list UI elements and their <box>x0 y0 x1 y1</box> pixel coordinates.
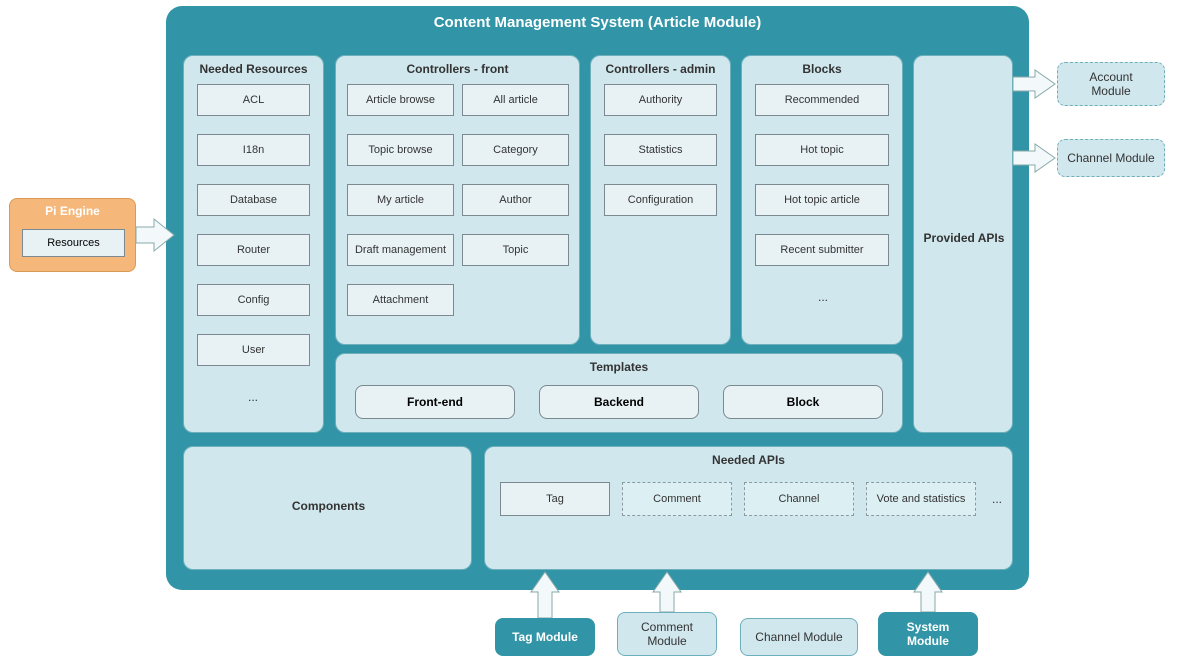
ctrl-admin-item: Authority <box>604 84 717 116</box>
ctrl-front-item: Topic browse <box>347 134 454 166</box>
right-module: Account Module <box>1057 62 1165 106</box>
ctrl-front-item: Article browse <box>347 84 454 116</box>
main-title: Content Management System (Article Modul… <box>166 6 1029 35</box>
bottom-module: System Module <box>878 612 978 656</box>
blocks-item: Recommended <box>755 84 889 116</box>
needed-api-item: Tag <box>500 482 610 516</box>
arrow-tag-up <box>529 570 561 618</box>
ctrl-front-item: Attachment <box>347 284 454 316</box>
arrow-pi-to-main <box>136 217 176 253</box>
needed-resource-item: Database <box>197 184 310 216</box>
needed-resources-title: Needed Resources <box>184 56 323 78</box>
template-item: Front-end <box>355 385 515 419</box>
bottom-module: Tag Module <box>495 618 595 656</box>
needed-resources-ellipsis: ... <box>248 390 268 406</box>
templates-title: Templates <box>336 354 902 376</box>
ctrl-front-item: Category <box>462 134 569 166</box>
arrow-system-up <box>912 570 944 612</box>
ctrl-front-item: My article <box>347 184 454 216</box>
provided-apis-title: Provided APIs <box>914 231 1014 245</box>
blocks-ellipsis: ... <box>818 290 838 306</box>
pi-engine-title: Pi Engine <box>10 199 135 220</box>
pi-engine-box: Pi Engine Resources <box>9 198 136 272</box>
bottom-module: Comment Module <box>617 612 717 656</box>
ctrl-front-item: Topic <box>462 234 569 266</box>
needed-api-item: Comment <box>622 482 732 516</box>
needed-resource-item: Router <box>197 234 310 266</box>
template-item: Block <box>723 385 883 419</box>
ctrl-front-item: All article <box>462 84 569 116</box>
needed-api-item: Channel <box>744 482 854 516</box>
blocks-item: Hot topic <box>755 134 889 166</box>
ctrl-admin-item: Statistics <box>604 134 717 166</box>
blocks-item: Hot topic article <box>755 184 889 216</box>
components-title: Components <box>184 499 473 513</box>
controllers-admin-title: Controllers - admin <box>591 56 730 78</box>
controllers-front-title: Controllers - front <box>336 56 579 78</box>
provided-apis-panel: Provided APIs <box>913 55 1013 433</box>
needed-resource-item: User <box>197 334 310 366</box>
arrow-to-account <box>1013 68 1057 100</box>
ctrl-front-item: Draft management <box>347 234 454 266</box>
right-module: Channel Module <box>1057 139 1165 177</box>
arrow-comment-up <box>651 570 683 612</box>
bottom-module: Channel Module <box>740 618 858 656</box>
pi-resources-item: Resources <box>22 229 125 257</box>
needed-resource-item: Config <box>197 284 310 316</box>
needed-apis-title: Needed APIs <box>485 447 1012 469</box>
arrow-to-channel <box>1013 142 1057 174</box>
template-item: Backend <box>539 385 699 419</box>
needed-apis-ellipsis: ... <box>992 492 1008 508</box>
needed-resource-item: ACL <box>197 84 310 116</box>
components-panel: Components <box>183 446 472 570</box>
blocks-item: Recent submitter <box>755 234 889 266</box>
needed-resource-item: I18n <box>197 134 310 166</box>
ctrl-front-item: Author <box>462 184 569 216</box>
ctrl-admin-item: Configuration <box>604 184 717 216</box>
blocks-title: Blocks <box>742 56 902 78</box>
needed-api-item: Vote and statistics <box>866 482 976 516</box>
